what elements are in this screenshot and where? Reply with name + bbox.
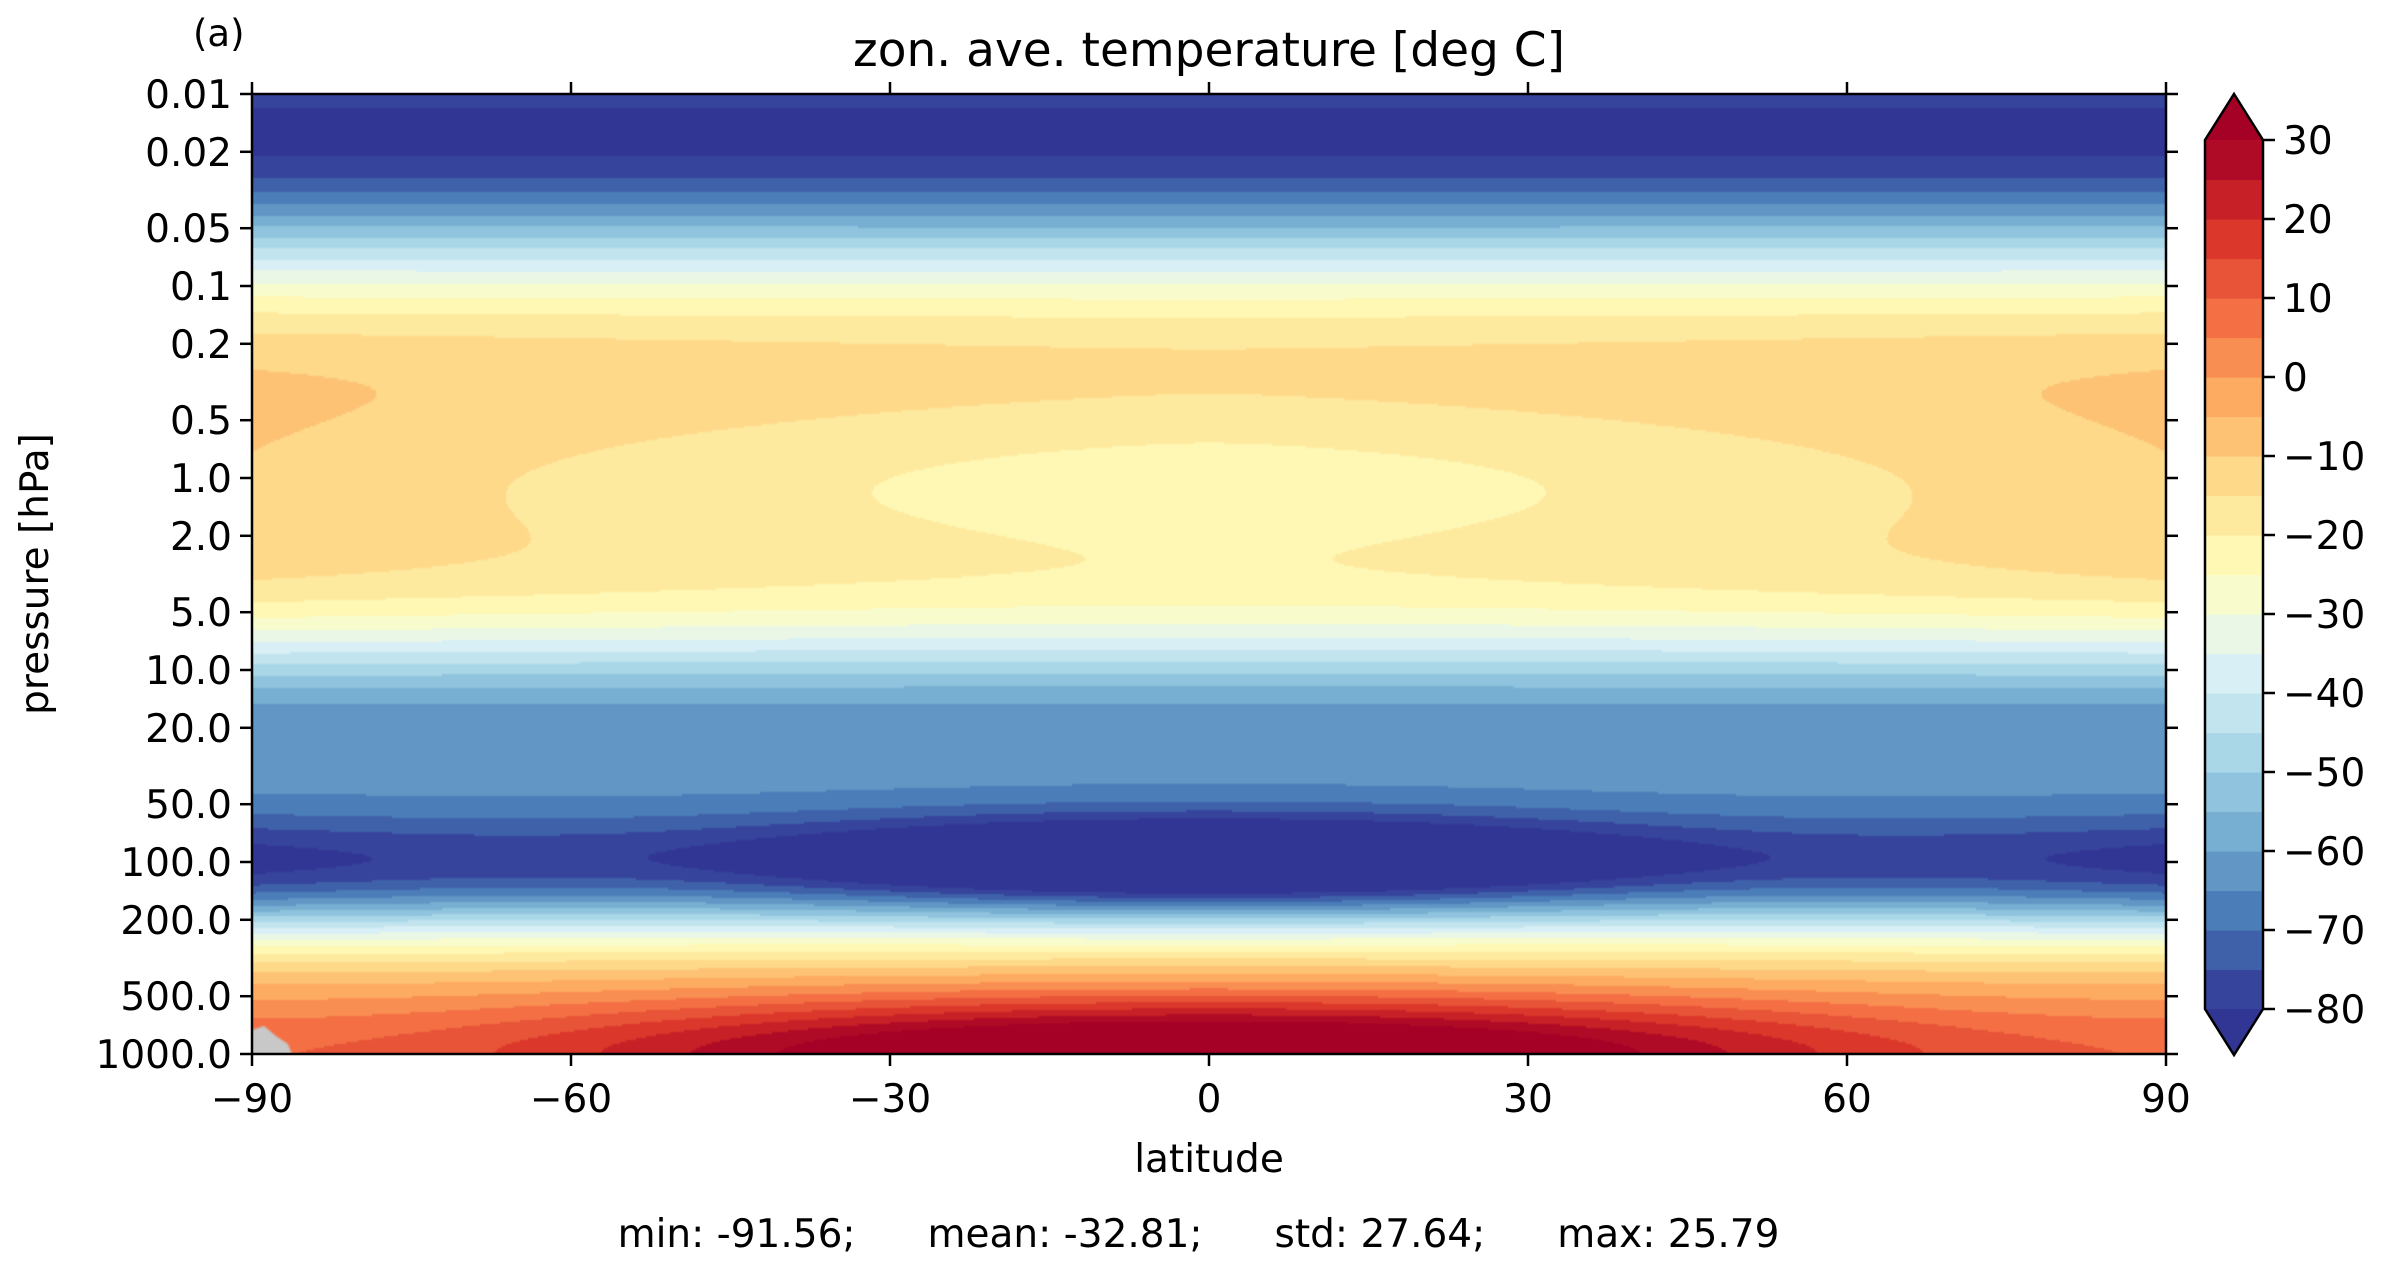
y-axis: 0.01 0.02 0.05 0.1 0.2 0.5 1.0 2.0 5.0 10.0 20.0 50… bbox=[96, 73, 2178, 1078]
stat-std: std: 27.64; bbox=[1274, 1212, 1486, 1257]
colorbar-bin bbox=[2205, 179, 2263, 220]
y-tick-label: 2.0 bbox=[170, 515, 232, 560]
colorbar-bin bbox=[2205, 219, 2263, 260]
x-tick-label: 0 bbox=[1197, 1077, 1222, 1122]
y-tick-label: 20.0 bbox=[145, 707, 232, 752]
colorbar-tick-label: −10 bbox=[2283, 435, 2365, 480]
colorbar-bin bbox=[2205, 614, 2263, 655]
plot-area: −90 −60 −30 0 30 60 90 0.01 0.02 0.05 0.1 0.2 0.5 1.… bbox=[96, 73, 2191, 1122]
colorbar-bin bbox=[2205, 377, 2263, 418]
colorbar-tick-label: −70 bbox=[2283, 909, 2365, 954]
colorbar-tick-label: 30 bbox=[2283, 119, 2333, 164]
colorbar-bin bbox=[2205, 495, 2263, 536]
y-axis-label: pressure [hPa] bbox=[13, 433, 58, 715]
x-tick-label: 30 bbox=[1503, 1077, 1553, 1122]
y-tick-label: 50.0 bbox=[145, 783, 232, 828]
y-tick-label: 0.1 bbox=[170, 265, 232, 310]
x-tick-label: 60 bbox=[1822, 1077, 1872, 1122]
y-tick-label: 0.2 bbox=[170, 323, 232, 368]
heatmap-image bbox=[252, 94, 2166, 1054]
statistics-line: min: -91.56; mean: -32.81; std: 27.64; max:… bbox=[0, 1212, 2397, 1257]
x-tick-label: −60 bbox=[530, 1077, 612, 1122]
y-tick-label: 500.0 bbox=[120, 975, 232, 1020]
colorbar-bin bbox=[2205, 535, 2263, 576]
y-tick-label: 200.0 bbox=[120, 899, 232, 944]
x-axis: −90 −60 −30 0 30 60 90 bbox=[211, 82, 2191, 1122]
chart-title: zon. ave. temperature [deg C] bbox=[853, 23, 1565, 78]
colorbar-bin bbox=[2205, 337, 2263, 378]
colorbar-bin bbox=[2205, 258, 2263, 299]
x-tick-label: 90 bbox=[2141, 1077, 2191, 1122]
colorbar-bin bbox=[2205, 969, 2263, 1010]
x-axis-label: latitude bbox=[1134, 1137, 1284, 1182]
x-tick-label: −90 bbox=[211, 1077, 293, 1122]
stat-mean: mean: -32.81; bbox=[927, 1212, 1203, 1257]
y-tick-label: 0.02 bbox=[145, 131, 232, 176]
x-tick-label: −30 bbox=[849, 1077, 931, 1122]
panel-label: (a) bbox=[193, 12, 245, 55]
colorbar-bin bbox=[2205, 693, 2263, 734]
colorbar-extend-min bbox=[2205, 1009, 2263, 1055]
colorbar-tick-label: 0 bbox=[2283, 356, 2308, 401]
colorbar-tick-label: −20 bbox=[2283, 514, 2365, 559]
y-tick-label: 100.0 bbox=[120, 841, 232, 886]
colorbar-extend-max bbox=[2205, 94, 2263, 140]
colorbar-bin bbox=[2205, 890, 2263, 931]
y-tick-label: 5.0 bbox=[170, 591, 232, 636]
colorbar-bin bbox=[2205, 574, 2263, 615]
y-tick-label: 1000.0 bbox=[96, 1033, 232, 1078]
y-tick-label: 0.05 bbox=[145, 207, 232, 252]
colorbar-bin bbox=[2205, 732, 2263, 773]
colorbar-tick-label: −80 bbox=[2283, 988, 2365, 1033]
colorbar-bin bbox=[2205, 930, 2263, 971]
stat-max: max: 25.79 bbox=[1557, 1212, 1780, 1257]
colorbar-bin bbox=[2205, 416, 2263, 457]
y-tick-label: 1.0 bbox=[170, 457, 232, 502]
colorbar-bin bbox=[2205, 653, 2263, 694]
colorbar-tick-label: −60 bbox=[2283, 830, 2365, 875]
colorbar-bin bbox=[2205, 140, 2263, 181]
y-tick-label: 10.0 bbox=[145, 649, 232, 694]
colorbar-bin bbox=[2205, 851, 2263, 892]
colorbar-bin bbox=[2205, 298, 2263, 339]
colorbar-tick-label: −50 bbox=[2283, 751, 2365, 796]
colorbar-tick-label: 20 bbox=[2283, 198, 2333, 243]
colorbar-bin bbox=[2205, 811, 2263, 852]
colorbar: 30 20 10 0 −10 −20 −30 −40 −50 −60 −70 −80 bbox=[2203, 91, 2365, 1058]
colorbar-tick-label: 10 bbox=[2283, 277, 2333, 322]
colorbar-tick-label: −30 bbox=[2283, 593, 2365, 638]
colorbar-bin bbox=[2205, 772, 2263, 813]
y-tick-label: 0.01 bbox=[145, 73, 232, 118]
y-tick-label: 0.5 bbox=[170, 399, 232, 444]
colorbar-tick-label: −40 bbox=[2283, 672, 2365, 717]
stat-min: min: -91.56; bbox=[617, 1212, 856, 1257]
colorbar-bin bbox=[2205, 456, 2263, 497]
